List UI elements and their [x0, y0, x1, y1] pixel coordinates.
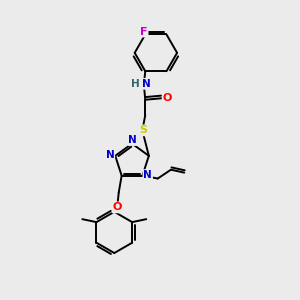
Text: N: N [143, 170, 152, 180]
Text: H: H [131, 79, 140, 89]
Text: S: S [139, 125, 147, 135]
Text: O: O [112, 202, 122, 212]
Text: F: F [140, 26, 148, 37]
Text: N: N [142, 79, 151, 89]
Text: N: N [106, 150, 114, 160]
Text: N: N [128, 135, 137, 145]
Text: O: O [163, 93, 172, 103]
